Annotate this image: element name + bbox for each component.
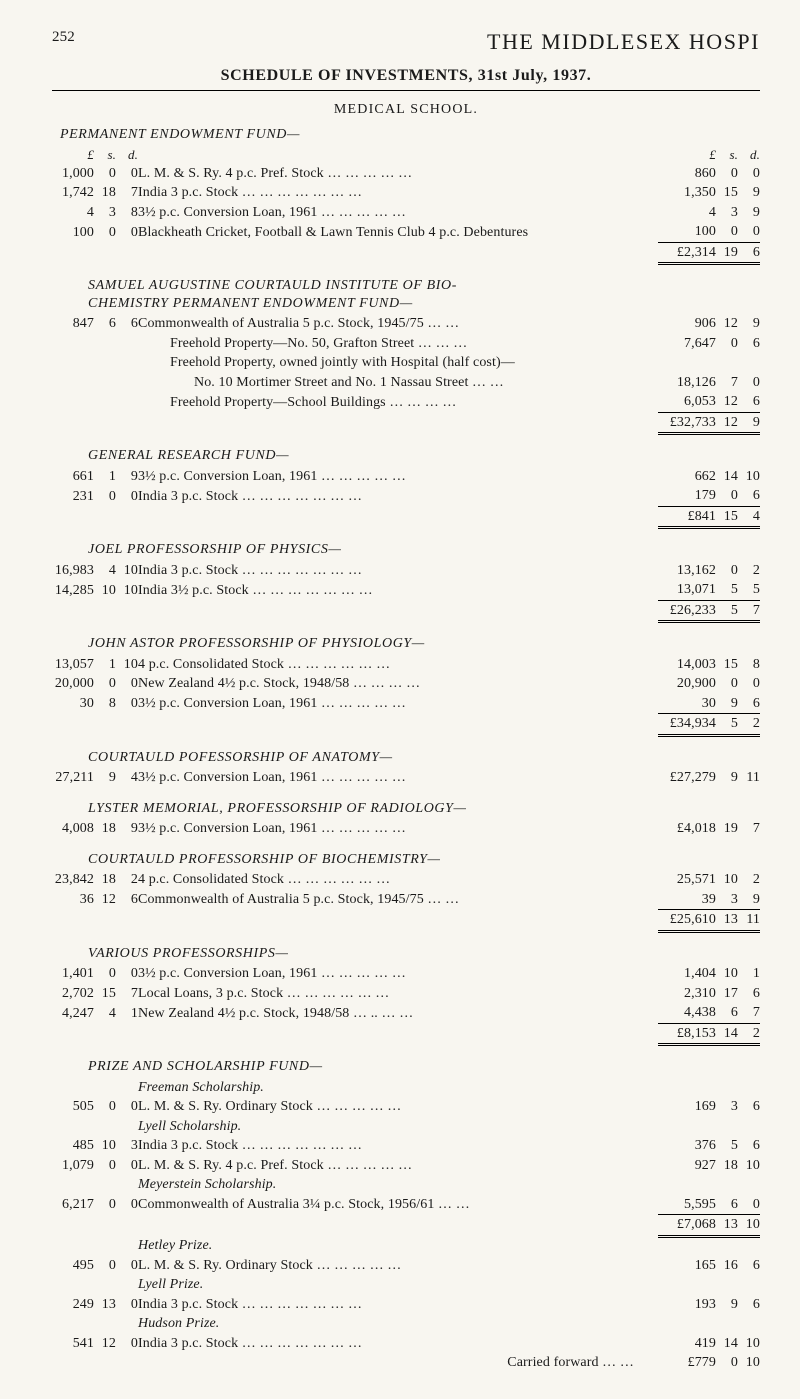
subgroup-title: Lyell Scholarship. — [138, 1119, 241, 1134]
page-number: 252 — [52, 28, 75, 47]
ledger-table: Freeman Scholarship. 50500 L. M. & S. Ry… — [52, 1078, 760, 1373]
subgroup-title: Lyell Prize. — [138, 1277, 203, 1292]
sub-title: SCHEDULE OF INVESTMENTS, 31st July, 1937… — [52, 66, 760, 86]
ledger-table: 1,40100 3½ p.c. Conversion Loan, 1961 … … — [52, 964, 760, 1046]
section-head: MEDICAL SCHOOL. — [52, 101, 760, 119]
ledger-table: £s.d. £s.d. 1,00000 L. M. & S. Ry. 4 p.c… — [52, 146, 760, 266]
subgroup-title: Hudson Prize. — [138, 1316, 219, 1331]
group-title: LYSTER MEMORIAL, PROFESSORSHIP OF RADIOL… — [88, 800, 760, 818]
ledger-table: 4,008189 3½ p.c. Conversion Loan, 1961 …… — [52, 819, 760, 839]
group-title: SAMUEL AUGUSTINE COURTAULD INSTITUTE OF … — [88, 277, 760, 312]
group-title: PERMANENT ENDOWMENT FUND— — [60, 126, 760, 144]
ledger-table: 16,983410 India 3 p.c. Stock … … … … … …… — [52, 561, 760, 624]
ledger-table: 66119 3½ p.c. Conversion Loan, 1961 … … … — [52, 467, 760, 530]
ledger-table: 84766 Commonwealth of Australia 5 p.c. S… — [52, 314, 760, 435]
subgroup-title: Meyerstein Scholarship. — [138, 1177, 276, 1192]
subgroup-title: Freeman Scholarship. — [138, 1080, 264, 1095]
group-title: JOHN ASTOR PROFESSORSHIP OF PHYSIOLOGY— — [88, 635, 760, 653]
group-title: VARIOUS PROFESSORSHIPS— — [88, 945, 760, 963]
subgroup-title: Hetley Prize. — [138, 1238, 212, 1253]
group-title: GENERAL RESEARCH FUND— — [88, 447, 760, 465]
ledger-table: 23,842182 4 p.c. Consolidated Stock … … … — [52, 870, 760, 933]
group-title: PRIZE AND SCHOLARSHIP FUND— — [88, 1058, 760, 1076]
group-title: JOEL PROFESSORSHIP OF PHYSICS— — [88, 541, 760, 559]
group-title: COURTAULD PROFESSORSHIP OF BIOCHEMISTRY— — [88, 851, 760, 869]
ledger-table: 13,057110 4 p.c. Consolidated Stock … … … — [52, 655, 760, 737]
page-title: THE MIDDLESEX HOSPI — [487, 29, 760, 54]
ledger-table: 27,21194 3½ p.c. Conversion Loan, 1961 …… — [52, 768, 760, 788]
group-title: COURTAULD POFESSORSHIP OF ANATOMY— — [88, 749, 760, 767]
horizontal-rule — [52, 90, 760, 91]
ledger-content: PERMANENT ENDOWMENT FUND— £s.d. £s.d. 1,… — [52, 126, 760, 1379]
